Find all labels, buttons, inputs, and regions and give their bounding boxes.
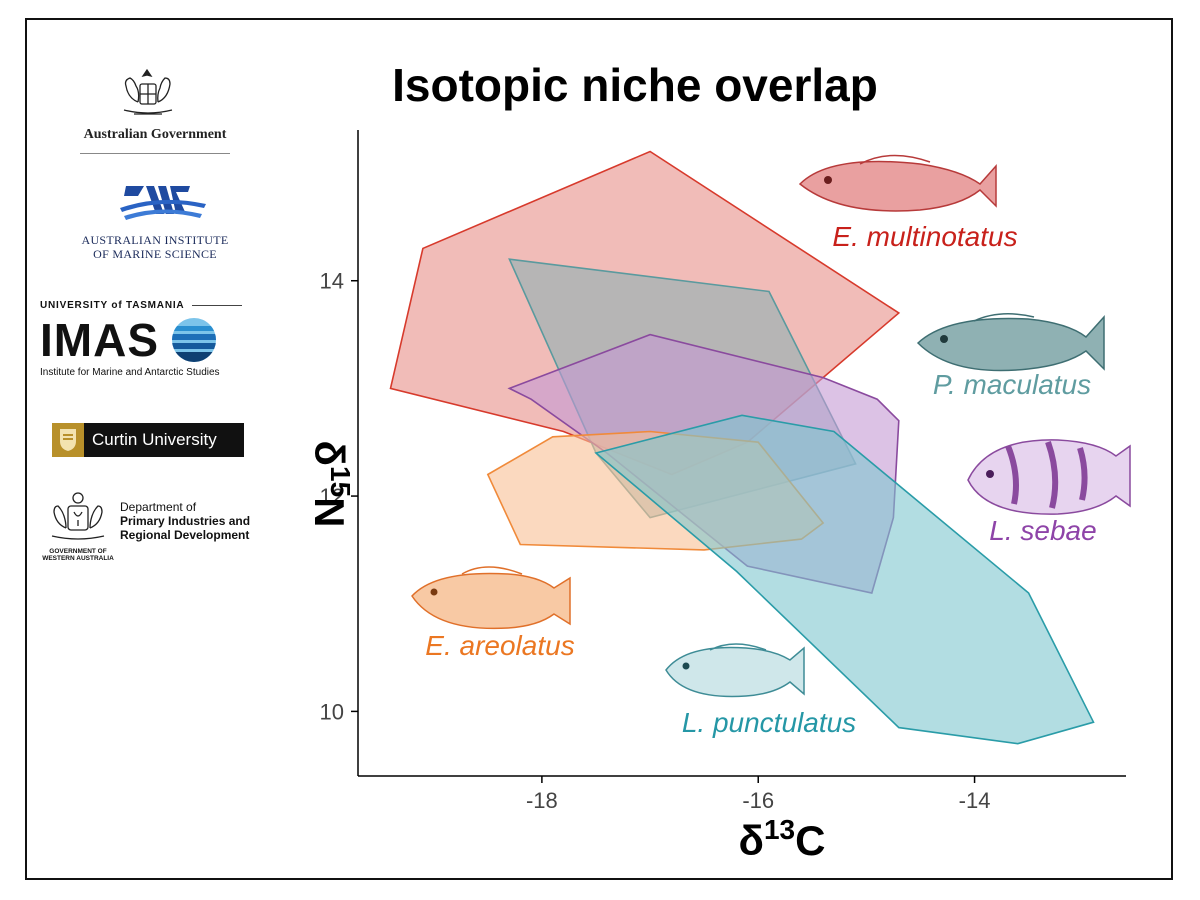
y-tick-label: 10 bbox=[320, 699, 344, 724]
x-tick-label: -16 bbox=[742, 788, 774, 813]
gov-wa-line-2: WESTERN AUSTRALIA bbox=[42, 555, 114, 562]
hull-l-punctulatus bbox=[594, 414, 1095, 745]
y-axis-label: δ15N bbox=[306, 441, 356, 528]
australian-government-label: Australian Government bbox=[83, 127, 227, 142]
chart-title: Isotopic niche overlap bbox=[392, 59, 878, 111]
gov-wa-line-1: GOVERNMENT OF bbox=[49, 548, 107, 555]
label-l-punctulatus: L. punctulatus bbox=[682, 707, 856, 738]
l-punctulatus-fish-icon bbox=[665, 643, 805, 698]
curtin-shield-icon bbox=[52, 423, 84, 457]
wa-crest-icon bbox=[51, 492, 105, 540]
x-tick-label: -14 bbox=[959, 788, 991, 813]
axis-ticks: -18 -16 -14 10 12 14 bbox=[320, 269, 991, 813]
x-axis-label: δ13C bbox=[739, 814, 826, 864]
dpird-label: Department of Primary Industries and Reg… bbox=[120, 500, 270, 542]
label-p-maculatus: P. maculatus bbox=[933, 369, 1091, 400]
gov-wa-label: GOVERNMENT OF WESTERN AUSTRALIA bbox=[40, 548, 116, 562]
label-e-multinotatus: E. multinotatus bbox=[832, 221, 1017, 252]
imas-full-name: Institute for Marine and Antarctic Studi… bbox=[40, 367, 220, 378]
logo-divider bbox=[80, 153, 230, 154]
y-tick-label: 12 bbox=[320, 484, 344, 509]
aims-logo: AUSTRALIAN INSTITUTE OF MARINE SCIENCE bbox=[40, 178, 270, 261]
logos-column: Australian Government AUSTRALIAN INSTITU… bbox=[40, 60, 270, 580]
aims-wave-icon bbox=[120, 186, 206, 220]
y-tick-label: 14 bbox=[320, 269, 344, 294]
label-l-sebae: L. sebae bbox=[989, 515, 1096, 546]
imas-globe-icon bbox=[172, 318, 216, 362]
utas-rule bbox=[192, 305, 242, 306]
commonwealth-crest-icon bbox=[123, 68, 173, 115]
x-tick-label: -18 bbox=[526, 788, 558, 813]
label-e-areolatus: E. areolatus bbox=[425, 630, 574, 661]
australian-government-logo: Australian Government bbox=[40, 66, 270, 154]
utas-label: UNIVERSITY of TASMANIA bbox=[40, 300, 185, 311]
aims-title-line-1: AUSTRALIAN INSTITUTE bbox=[81, 233, 229, 247]
dpird-line-1: Department of bbox=[120, 500, 197, 514]
curtin-label: Curtin University bbox=[84, 423, 244, 457]
p-maculatus-fish-icon bbox=[916, 313, 1105, 372]
aims-title-line-2: OF MARINE SCIENCE bbox=[93, 247, 217, 261]
imas-logo: UNIVERSITY of TASMANIA IMAS Institute fo… bbox=[40, 300, 270, 378]
hull-layer bbox=[389, 150, 1095, 745]
e-areolatus-fish-icon bbox=[411, 566, 571, 630]
imas-wordmark: IMAS bbox=[40, 314, 159, 366]
dpird-line-3: Regional Development bbox=[120, 528, 250, 542]
e-multinotatus-fish-icon bbox=[798, 154, 997, 212]
dpird-line-2: Primary Industries and bbox=[120, 514, 251, 528]
curtin-logo: Curtin University bbox=[40, 423, 270, 457]
l-sebae-fish-icon bbox=[967, 439, 1131, 515]
